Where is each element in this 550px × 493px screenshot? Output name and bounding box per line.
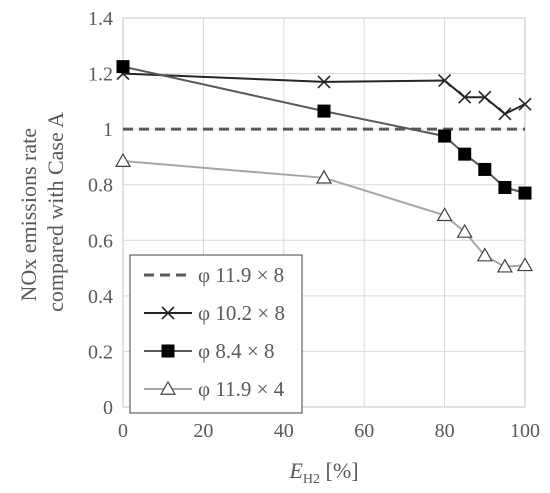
y-tick-label: 0.8 xyxy=(88,175,113,197)
point-x-marker xyxy=(498,107,512,121)
x-tick-label: 20 xyxy=(193,420,213,442)
point-triangle-marker xyxy=(516,257,534,272)
point-square-marker xyxy=(458,147,472,161)
x-tick-label: 40 xyxy=(274,420,294,442)
y-tick-label: 1.4 xyxy=(88,8,113,30)
legend-entry-3: φ 11.9 × 4 xyxy=(144,377,285,401)
point-triangle-marker xyxy=(496,258,513,273)
x-axis-label-unit: [%] xyxy=(320,458,358,483)
x-axis-label-main: E xyxy=(288,458,303,483)
y-tick-label: 1.2 xyxy=(88,64,113,86)
y-tick-label: 0.4 xyxy=(88,286,113,308)
point-triangle-marker xyxy=(159,380,177,395)
point-triangle-marker xyxy=(456,223,473,238)
point-x-marker xyxy=(161,306,175,320)
y-tick-label: 0 xyxy=(103,397,113,419)
point-triangle-marker xyxy=(315,169,333,184)
point-square-marker xyxy=(317,104,331,118)
legend-label: φ 11.9 × 4 xyxy=(198,377,285,401)
x-axis-label-sub: H2 xyxy=(303,472,320,487)
point-square-marker xyxy=(438,129,452,143)
point-square-marker xyxy=(116,60,130,74)
point-triangle-marker xyxy=(114,152,132,167)
legend-entry-1: φ 10.2 × 8 xyxy=(144,301,285,325)
point-triangle-marker xyxy=(436,207,453,222)
point-square-marker xyxy=(161,344,175,358)
legend-box xyxy=(129,254,303,414)
point-square-marker xyxy=(478,162,492,176)
x-tick-label: 60 xyxy=(354,420,374,442)
y-axis-label-line-2: compared with Case A xyxy=(43,112,68,312)
series-3 xyxy=(114,152,534,273)
legend: φ 11.9 × 8 φ 10.2 × 8 φ 8.4 × 8 φ 11.9 × 4 xyxy=(129,254,303,414)
series-2 xyxy=(116,60,532,200)
x-axis-label: EH2 [%] xyxy=(288,458,358,487)
point-square-marker xyxy=(518,186,532,200)
point-x-marker xyxy=(518,97,532,111)
series-1 xyxy=(116,67,532,121)
x-tick-label: 100 xyxy=(510,420,540,442)
point-x-marker xyxy=(458,90,472,104)
point-square-marker xyxy=(498,180,512,194)
x-tick-label: 80 xyxy=(435,420,455,442)
y-tick-label: 0.2 xyxy=(88,341,113,363)
y-tick-label: 0.6 xyxy=(88,230,113,252)
legend-entry-2: φ 8.4 × 8 xyxy=(144,339,274,363)
legend-label: φ 11.9 × 8 xyxy=(198,263,284,287)
x-tick-label: 0 xyxy=(118,420,128,442)
y-axis-label-line-1: NOx emissions rate xyxy=(16,128,41,302)
legend-label: φ 8.4 × 8 xyxy=(198,339,274,363)
point-x-marker xyxy=(478,90,492,104)
tick-labels: 0 20 40 60 80 100 0 0.2 0.4 0.6 0.8 1 1.2 1.4 xyxy=(88,8,540,442)
point-triangle-marker xyxy=(476,247,493,262)
y-tick-label: 1 xyxy=(103,119,113,141)
point-x-marker xyxy=(317,75,331,89)
plot-area-border xyxy=(122,17,526,408)
axes xyxy=(122,17,526,408)
legend-label: φ 10.2 × 8 xyxy=(198,301,285,325)
legend-entry-0: φ 11.9 × 8 xyxy=(144,263,284,287)
y-axis-label: NOx emissions rate compared with Case A xyxy=(16,112,68,312)
series-layer xyxy=(114,60,534,273)
point-x-marker xyxy=(438,73,452,88)
